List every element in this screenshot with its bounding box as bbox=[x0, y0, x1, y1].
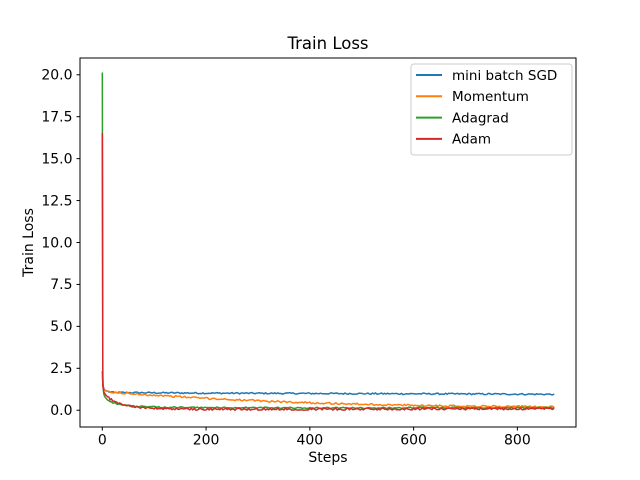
series-lines bbox=[101, 72, 555, 411]
y-tick-label: 2.5 bbox=[50, 361, 72, 377]
y-tick-label: 15.0 bbox=[41, 151, 72, 167]
legend-label: Adagrad bbox=[452, 110, 509, 126]
y-tick-label: 17.5 bbox=[41, 110, 72, 126]
x-tick-label: 0 bbox=[98, 433, 107, 449]
x-tick-label: 800 bbox=[504, 433, 531, 449]
y-tick-label: 10.0 bbox=[41, 235, 72, 251]
x-tick-label: 400 bbox=[296, 433, 323, 449]
x-axis-ticks: 0 200 400 600 800 bbox=[98, 427, 531, 449]
x-tick-label: 600 bbox=[400, 433, 427, 449]
y-tick-label: 5.0 bbox=[50, 319, 72, 335]
x-tick-label: 200 bbox=[193, 433, 220, 449]
legend-label: Adam bbox=[452, 132, 491, 148]
y-tick-label: 12.5 bbox=[41, 193, 72, 209]
legend-box bbox=[410, 63, 573, 156]
legend-label: mini batch SGD bbox=[452, 68, 557, 84]
y-tick-label: 0.0 bbox=[50, 403, 72, 419]
y-axis-ticks: 0.0 2.5 5.0 7.5 10.0 12.5 15.0 17.5 20.0 bbox=[41, 68, 80, 419]
series-line-adagrad bbox=[101, 72, 555, 410]
legend: mini batch SGD Momentum Adagrad Adam bbox=[410, 63, 573, 156]
y-tick-label: 7.5 bbox=[50, 277, 72, 293]
y-axis-label: Train Loss bbox=[21, 208, 37, 278]
series-line-adam bbox=[101, 132, 555, 411]
x-axis-label: Steps bbox=[308, 450, 347, 466]
series-line-mini-batch-sgd bbox=[101, 370, 555, 396]
legend-label: Momentum bbox=[452, 89, 529, 105]
y-tick-label: 20.0 bbox=[41, 68, 72, 84]
chart-title: Train Loss bbox=[286, 34, 368, 53]
series-line-momentum bbox=[101, 372, 555, 409]
